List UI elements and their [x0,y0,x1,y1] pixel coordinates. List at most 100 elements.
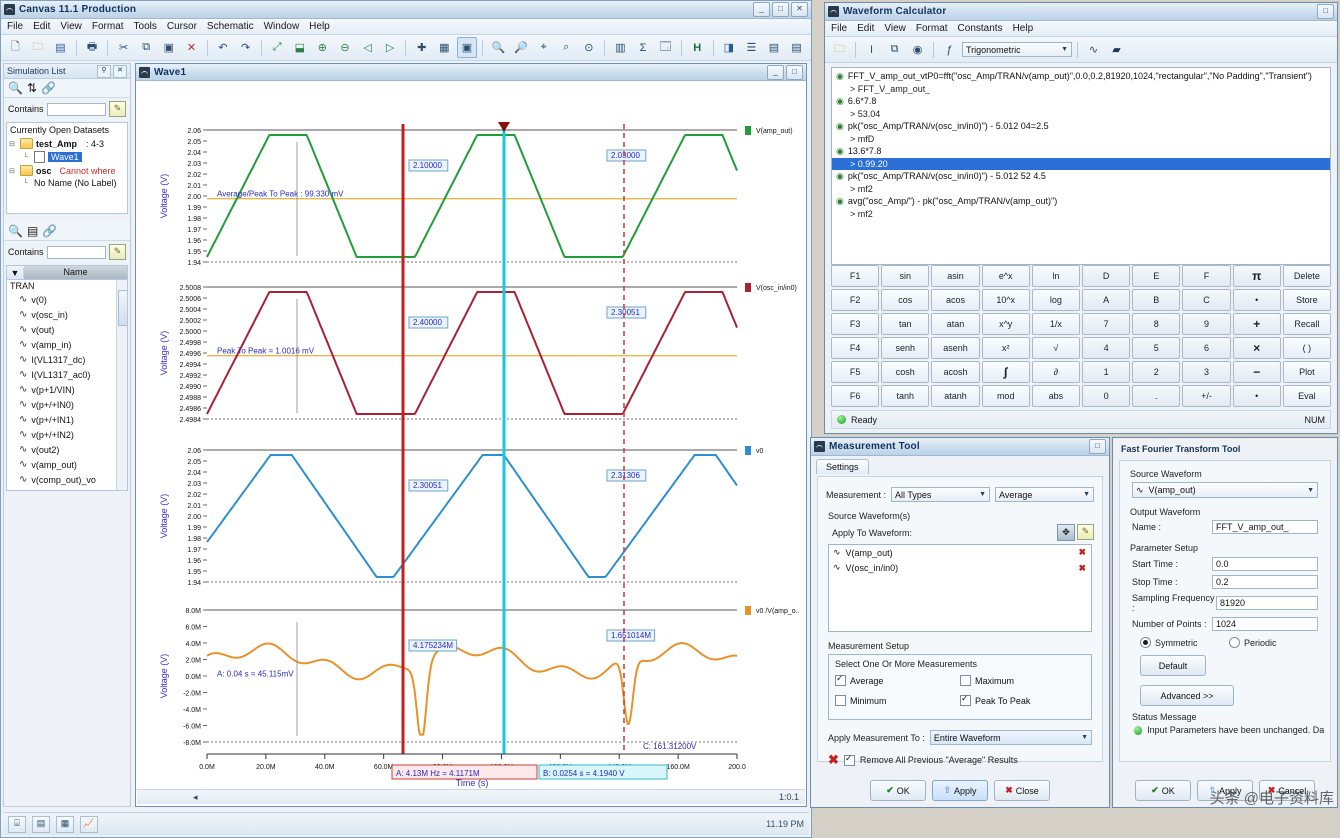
copy-icon[interactable]: ⧉ [142,41,151,53]
menu-view[interactable]: View [884,23,906,34]
paste-icon[interactable]: ▣ [163,42,175,54]
key-ln[interactable]: ln [1031,265,1080,287]
calculator-menubar[interactable]: File Edit View Format Constants Help [825,21,1337,37]
expander-icon[interactable]: ⊟ [9,167,15,175]
expression-result[interactable]: > 0.99.20 [832,158,1330,170]
list-item[interactable]: ∿ I(VL1317_dc) [7,352,127,367]
tree-node-osc[interactable]: ⊟ osc Cannot where [9,164,125,177]
tree-node-test-amp[interactable]: ⊟ test_Amp : 4-3 [9,137,125,150]
measurement-tabs[interactable]: Settings [811,456,1109,474]
measure-icon[interactable]: ⌕ [563,41,570,53]
plot-icon[interactable]: ▰ [1112,44,1121,56]
layer-icon[interactable]: ▤ [32,815,50,833]
menu-format[interactable]: Format [915,23,948,34]
maximize-icon[interactable]: □ [1317,4,1334,19]
list-item[interactable]: ∿ v(p+/+IN0) [7,397,127,412]
key-cos[interactable]: cos [881,289,930,311]
key-x-y[interactable]: x^y [981,313,1030,335]
pencil-icon[interactable]: ✎ [1077,524,1094,540]
menu-edit[interactable]: Edit [857,23,875,34]
waveform-list-header[interactable]: ▼ Name [6,265,128,279]
legend-icon[interactable]: ☰ [746,42,757,54]
radio-icon[interactable] [1140,637,1151,648]
waveform-list-toolbar[interactable]: 🔍 ▤ 🔗 [4,222,130,241]
cursor-b[interactable] [498,122,510,754]
open-icon[interactable]: 🗀 [834,43,845,55]
delete-x-icon[interactable]: ✖ [1078,547,1086,557]
measurement-mode-select[interactable]: Average ▼ [995,487,1094,502]
pencil-icon[interactable]: ✎ [109,101,126,117]
pin-icon[interactable]: ⚲ [97,64,111,78]
key-c[interactable]: C [1182,289,1231,311]
zoom-fit-icon[interactable]: ⤢ [272,41,282,53]
delete-x-icon[interactable]: ✖ [1078,563,1086,573]
cursor-diff-icon[interactable]: ⌖ [540,41,547,53]
output-name-input[interactable]: FFT_V_amp_out_ [1212,520,1318,534]
menu-file[interactable]: File [7,21,24,32]
menu-edit[interactable]: Edit [33,21,51,32]
chevron-down-icon[interactable]: ▼ [1083,491,1090,498]
expression-entry[interactable]: ◉ avg("osc_Amp/") - pk("osc_Amp/TRAN/v(am… [832,195,1330,208]
key-f[interactable]: F [1182,265,1231,287]
graph-icon[interactable]: 📈 [80,815,98,833]
main-menubar[interactable]: File Edit View Format Tools Cursor Schem… [1,19,811,35]
list-item[interactable]: ∿ v(p+1/VIN) [7,382,127,397]
split-icon[interactable]: ▣ [456,37,478,58]
menu-schematic[interactable]: Schematic [206,21,254,32]
menu-view[interactable]: View [60,21,82,32]
horiz-icon[interactable]: H [693,41,702,54]
key-tanh[interactable]: tanh [881,385,930,407]
find-icon[interactable]: 🔍 [8,81,23,95]
grid-icon[interactable]: ▦ [439,42,450,54]
list-item[interactable]: ∿ v(osc_in) [7,307,127,322]
fft-button-row[interactable]: ✔ OK ⇧ Apply ✖ Cancel [1113,780,1337,801]
zoom-out-icon[interactable]: ⊖ [340,42,350,54]
chevron-down-icon[interactable]: ▼ [7,267,24,278]
key-atanh[interactable]: atanh [931,385,980,407]
strip-icon[interactable]: ▤ [768,42,780,54]
key-abs[interactable]: abs [1031,385,1080,407]
key-[interactable]: ( ) [1282,337,1331,359]
key-asenh[interactable]: asenh [931,337,980,359]
key-log[interactable]: log [1031,289,1080,311]
main-toolbar[interactable]: 🗋 🗀 ▤ 🖶 ✂ ⧉ ▣ ✕ ↶ ↷ ⤢ ⬓ ⊕ ⊖ ◁ ▷ ✚ ▦ ▣ 🔍 … [1,35,811,61]
radio-icon[interactable] [1229,637,1240,648]
chevron-down-icon[interactable]: ▼ [1307,486,1314,494]
open-icon[interactable]: 🗀 [32,41,44,53]
list-item[interactable]: ∿ v(0) [7,292,127,307]
menu-constants[interactable]: Constants [957,23,1003,34]
key-[interactable]: ∫ [981,361,1030,383]
list-item[interactable]: ∿ v(amp_in) [7,337,127,352]
main-window-buttons[interactable]: _ □ ✕ [753,2,808,17]
key-d[interactable]: D [1082,265,1131,287]
apply-button[interactable]: ⇧ Apply [1197,780,1253,801]
scrollbar-thumb[interactable] [118,290,127,326]
pencil-icon[interactable]: ✎ [109,244,126,260]
key-0[interactable]: 0 [1082,385,1131,407]
key-f4[interactable]: F4 [831,337,880,359]
key-recall[interactable]: Recall [1282,313,1331,335]
minimize-icon[interactable]: _ [767,64,784,80]
remove-results-icon[interactable]: ✖ [828,752,839,767]
number-of-points-input[interactable]: 1024 [1212,617,1318,631]
key-8[interactable]: 8 [1132,313,1181,335]
delete-icon[interactable]: ✕ [186,42,197,54]
key-x[interactable]: x² [981,337,1030,359]
waveform-list-scrollbar[interactable] [116,280,127,490]
checkbox-icon[interactable] [960,693,971,706]
currently-open-datasets-tree[interactable]: Currently Open Datasets ⊟ test_Amp : 4-3… [6,122,128,214]
checkbox-icon[interactable] [960,675,971,686]
function-icon[interactable]: ƒ [946,43,953,56]
key-[interactable]: . [1132,385,1181,407]
start-time-input[interactable]: 0.0 [1212,557,1318,571]
key-tan[interactable]: tan [881,313,930,335]
key-f6[interactable]: F6 [831,385,880,407]
undo-icon[interactable]: ↶ [218,42,228,54]
key-delete[interactable]: Delete [1282,265,1331,287]
stop-time-input[interactable]: 0.2 [1212,575,1318,589]
zoom-sel-icon[interactable]: ⊙ [584,42,594,54]
find-icon[interactable]: 🔍 [8,224,23,238]
key-[interactable]: ∂ [1031,361,1080,383]
close-button[interactable]: ✖ Close [994,780,1050,801]
legend-entry-3[interactable]: v0 /V(amp_o.. [745,606,800,615]
